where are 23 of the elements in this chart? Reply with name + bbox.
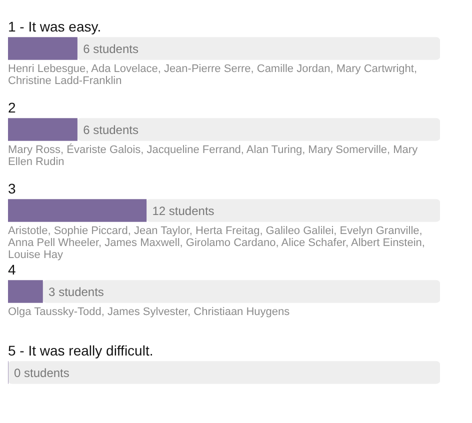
bar <box>8 37 78 60</box>
bar <box>8 199 147 222</box>
bar <box>76 118 440 141</box>
bar <box>8 280 43 303</box>
annotation: Mary Ross, Évariste Galois, Jacqueline Ferrand, Alan Turing, Mary Somerville, Mary Ellen Rudin <box>8 144 419 168</box>
y-tick-label: 2 <box>8 100 16 116</box>
bar <box>146 199 440 222</box>
annotation: Aristotle, Sophie Piccard, Jean Taylor, Herta Freitag, Galileo Galilei, Evelyn Granville, Anna Pell Wheeler, James Maxwell, Girolamo Cardano, Alice Schafer, Albert Einstein, Louise Hay <box>8 224 426 260</box>
data-label: 12 students <box>152 204 214 218</box>
bar <box>42 280 440 303</box>
annotation: Henri Lebesgue, Ada Lovelace, Jean-Pierre Serre, Camille Jordan, Mary Cartwright, Christine Ladd-Franklin <box>8 62 418 86</box>
data-label: 0 students <box>14 366 70 380</box>
annotation: Olga Taussky-Todd, James Sylvester, Christiaan Huygens <box>8 306 291 318</box>
data-label: 6 students <box>83 122 138 137</box>
bar <box>8 361 440 384</box>
y-tick-label: 1 - It was easy. <box>8 18 102 34</box>
y-tick-label: 3 <box>8 180 16 196</box>
y-tick-label: 5 - It was really difficult. <box>8 342 154 358</box>
bar <box>76 37 440 60</box>
bar <box>8 118 78 141</box>
data-label: 3 students <box>48 284 104 299</box>
data-label: 6 students <box>83 42 138 56</box>
y-tick-label: 4 <box>8 262 16 278</box>
